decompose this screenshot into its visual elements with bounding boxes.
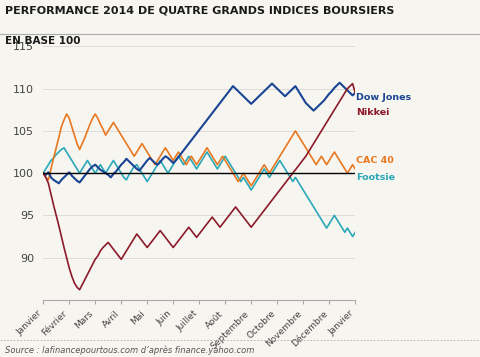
Text: Nikkei: Nikkei <box>357 108 390 117</box>
Text: Source : lafinancepourtous.com d’après finance.yahoo.com: Source : lafinancepourtous.com d’après f… <box>5 346 254 355</box>
Text: Footsie: Footsie <box>357 173 396 182</box>
Text: Dow Jones: Dow Jones <box>357 92 412 102</box>
Text: CAC 40: CAC 40 <box>357 156 394 165</box>
Text: EN BASE 100: EN BASE 100 <box>5 36 80 46</box>
Text: PERFORMANCE 2014 DE QUATRE GRANDS INDICES BOURSIERS: PERFORMANCE 2014 DE QUATRE GRANDS INDICE… <box>5 5 394 15</box>
